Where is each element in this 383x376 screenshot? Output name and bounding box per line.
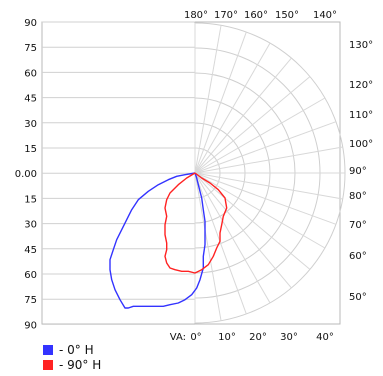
angle-tick-label: 100°	[349, 139, 373, 150]
legend-item-90h: - 90° H	[43, 357, 101, 372]
left-tick-label: 0.00	[15, 169, 37, 180]
left-tick-label: 60	[24, 270, 37, 281]
series-layer	[109, 172, 228, 309]
grid-spoke	[194, 172, 337, 225]
grid-spoke	[194, 146, 343, 174]
legend: - 0° H - 90° H	[43, 342, 101, 372]
grid-spoke	[194, 172, 311, 270]
grid-spoke	[194, 31, 247, 174]
grid-spoke	[194, 25, 222, 174]
angle-tick-label: 70°	[349, 220, 367, 231]
angle-tick-label: 60°	[349, 251, 367, 262]
grid-spoke	[194, 76, 311, 174]
bottom-axis-label: VA:	[170, 332, 186, 343]
angle-tick-label: 160°	[244, 10, 268, 21]
grid-spoke	[194, 172, 326, 249]
grid-spoke	[194, 97, 326, 174]
angle-tick-label: 120°	[349, 80, 373, 91]
angle-tick-label: 130°	[349, 40, 373, 51]
left-tick-label: 15	[24, 194, 37, 205]
left-tick-label: 75	[24, 295, 37, 306]
axis-labels: 90 75 60 45 30 15 0.00 15 30 45 60 75 90 180° 170° 160°…	[15, 10, 373, 343]
legend-swatch-blue	[43, 344, 53, 355]
grid-spoke	[194, 172, 247, 315]
grid-spoke	[194, 172, 292, 289]
legend-label-0h: - 0° H	[59, 342, 94, 357]
legend-label-90h: - 90° H	[59, 357, 102, 372]
bottom-tick-label: 40°	[316, 332, 334, 343]
grid-spoke	[194, 172, 343, 200]
angle-tick-label: 80°	[349, 191, 367, 202]
angle-tick-label: 90°	[349, 166, 367, 177]
left-tick-label: 45	[24, 245, 37, 256]
series-line-0h	[109, 172, 206, 309]
left-tick-label: 60	[24, 68, 37, 79]
left-tick-label: 15	[24, 144, 37, 155]
bottom-tick-label: 10°	[218, 332, 236, 343]
grid-spoke	[194, 172, 271, 304]
bottom-tick-label: 30°	[280, 332, 298, 343]
bottom-tick-label: 0°	[190, 332, 201, 343]
left-tick-label: 90	[24, 320, 37, 331]
angle-tick-label: 140°	[313, 10, 337, 21]
grid-spoke	[194, 57, 292, 174]
polar-grid	[41, 21, 346, 325]
left-tick-label: 45	[24, 94, 37, 105]
grid-spoke	[194, 121, 337, 174]
angle-tick-label: 110°	[349, 110, 373, 121]
legend-swatch-red	[43, 359, 53, 370]
series-line-90h	[164, 172, 228, 274]
angle-tick-label: 50°	[349, 292, 367, 303]
bottom-tick-label: 20°	[249, 332, 267, 343]
grid-spoke	[194, 172, 222, 321]
angle-tick-label: 180°	[184, 10, 208, 21]
angle-tick-label: 150°	[275, 10, 299, 21]
left-tick-label: 30	[24, 119, 37, 130]
left-tick-label: 90	[24, 18, 37, 29]
left-tick-label: 30	[24, 220, 37, 231]
angle-tick-label: 170°	[214, 10, 238, 21]
legend-item-0h: - 0° H	[43, 342, 101, 357]
grid-spoke	[194, 42, 271, 174]
left-tick-label: 75	[24, 43, 37, 54]
